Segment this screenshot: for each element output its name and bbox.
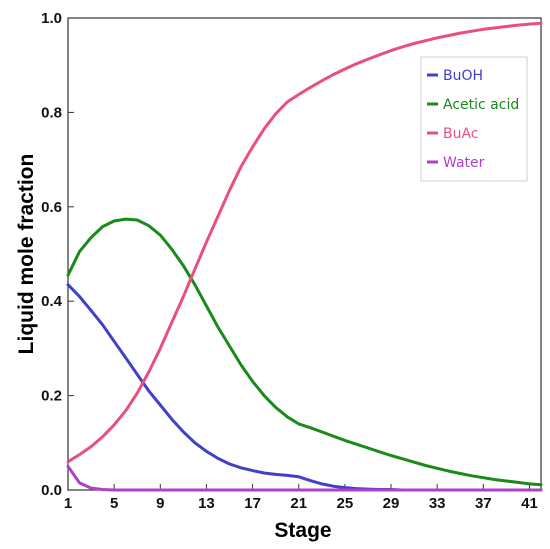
y-tick-label: 1.0 (41, 10, 62, 27)
legend-label: Acetic acid (443, 97, 519, 113)
series-line-buac (66, 21, 543, 464)
legend-label: BuAc (443, 126, 479, 142)
y-axis-ticks: 0.0 0.2 0.4 0.6 0.8 1.0 (41, 10, 74, 499)
series-layer (66, 21, 543, 492)
x-tick-label: 13 (198, 495, 215, 512)
legend-label: Water (443, 155, 485, 171)
legend-label: BuOH (443, 68, 483, 84)
x-tick-label: 1 (64, 495, 72, 512)
legend-box (420, 56, 528, 182)
x-tick-label: 9 (156, 495, 164, 512)
x-tick-label: 5 (110, 495, 118, 512)
x-axis-title: Stage (274, 519, 331, 542)
x-tick-label: 41 (521, 495, 538, 512)
x-tick-label: 29 (383, 495, 400, 512)
y-tick-label: 0.8 (41, 104, 62, 121)
x-tick-label: 17 (244, 495, 261, 512)
x-tick-label: 25 (337, 495, 354, 512)
x-tick-label: 21 (290, 495, 307, 512)
legend: BuOH Acetic acid BuAc Water (420, 56, 528, 182)
y-tick-label: 0.6 (41, 199, 62, 216)
y-tick-label: 0.2 (41, 388, 62, 405)
x-tick-label: 37 (475, 495, 492, 512)
x-axis-ticks: 1 5 9 13 17 21 25 29 33 37 41 (64, 484, 538, 512)
y-axis-title: Liquid mole fraction (15, 154, 38, 355)
x-tick-label: 33 (429, 495, 446, 512)
y-tick-label: 0.0 (41, 482, 62, 499)
series-line-water (66, 464, 543, 492)
y-tick-label: 0.4 (41, 293, 63, 310)
series-line-acetic-acid (66, 217, 543, 487)
